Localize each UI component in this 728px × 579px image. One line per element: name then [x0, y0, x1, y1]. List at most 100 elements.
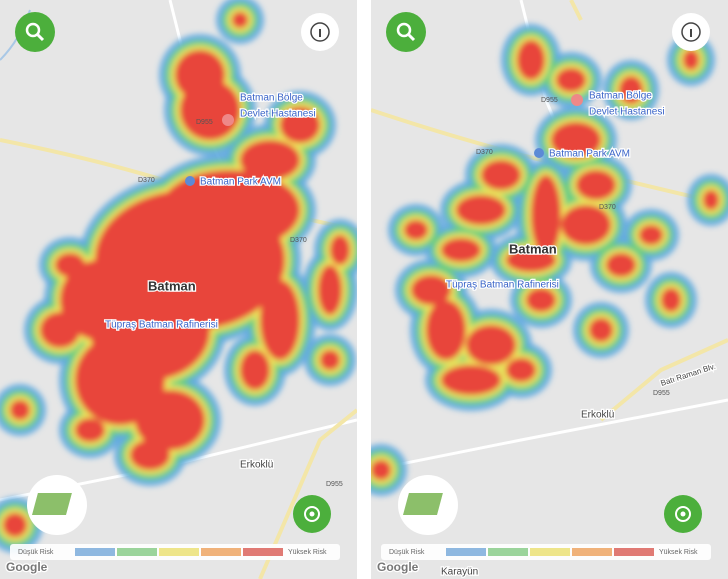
- map-label: Batman Park AVM: [200, 177, 281, 188]
- heat-blob: [75, 418, 105, 442]
- heat-blob: [260, 280, 300, 360]
- heat-blob: [232, 12, 248, 28]
- map-label: Karayün: [441, 567, 478, 578]
- map-label: Tüpraş Batman Rafinerisi: [105, 320, 218, 331]
- map-label: Devlet Hastanesi: [589, 107, 665, 118]
- heat-blob: [531, 175, 561, 255]
- heat-blob: [481, 160, 521, 190]
- search-icon: [406, 32, 416, 42]
- poi-icon: [185, 176, 195, 186]
- heat-blob: [506, 358, 536, 382]
- map-label: Erkoklü: [581, 410, 614, 421]
- heat-blob: [318, 265, 342, 315]
- labels: Batman Bölge Devlet Hastanesi D955 D370 …: [104, 91, 343, 488]
- heat-blob: [411, 275, 451, 305]
- heat-blob: [606, 253, 636, 277]
- heat-blob: [683, 50, 699, 70]
- search-icon: [25, 22, 41, 38]
- search-button[interactable]: [15, 12, 55, 52]
- heat-blob: [10, 400, 30, 420]
- heat-blob: [3, 513, 27, 537]
- heat-blob: [661, 288, 681, 312]
- hospital-icon: [571, 94, 583, 106]
- road-label: D955: [196, 119, 213, 126]
- heat-blob: [526, 288, 556, 312]
- heat-blob: [551, 122, 601, 158]
- heat-blob: [320, 350, 340, 370]
- layers-icon: [403, 493, 443, 515]
- map-label: Batman Bölge: [589, 91, 652, 102]
- road-label: D370: [476, 149, 493, 156]
- city-label: Batman: [509, 241, 557, 256]
- legend-swatch: [614, 548, 654, 556]
- legend-high: Yüksek Risk: [659, 549, 698, 556]
- locate-icon: [309, 511, 315, 517]
- heat-blob: [280, 107, 320, 143]
- heat-blob: [371, 460, 391, 480]
- map-panel: Batman Bölge Devlet Hastanesi D955 D370 …: [0, 0, 357, 579]
- road-label: D370: [138, 177, 155, 184]
- map-label: Batman Park AVM: [549, 149, 630, 160]
- attribution: Google: [6, 560, 48, 574]
- search-icon: [35, 32, 45, 42]
- locate-icon: [304, 506, 320, 522]
- heat-blob: [466, 325, 516, 365]
- map-label: Erkoklü: [240, 460, 273, 471]
- layers-icon: [32, 493, 72, 515]
- search-icon: [396, 22, 412, 38]
- heat-blob: [404, 220, 428, 240]
- legend-swatch: [572, 548, 612, 556]
- heat-blob: [240, 140, 300, 180]
- heat-blob: [426, 300, 466, 360]
- heat-blob: [441, 238, 481, 262]
- legend-swatch: [201, 548, 241, 556]
- heat-blob: [441, 365, 501, 395]
- heat-blob: [576, 170, 616, 200]
- legend-swatch: [159, 548, 199, 556]
- map-panel: Batman Bölge Devlet Hastanesi D955 D370 …: [371, 0, 728, 579]
- legend-swatch: [446, 548, 486, 556]
- attribution: Google: [377, 560, 419, 574]
- heat-blob: [456, 195, 506, 225]
- city-label: Batman: [148, 278, 196, 293]
- map-label: Batman Bölge: [240, 93, 303, 104]
- heat-blob: [160, 170, 300, 250]
- heat-blob: [639, 225, 663, 245]
- road-label: D370: [599, 204, 616, 211]
- legend-swatch: [243, 548, 283, 556]
- info-icon: [681, 22, 701, 42]
- map-label: Devlet Hastanesi: [240, 109, 316, 120]
- heat-blob: [175, 50, 225, 100]
- legend-swatch: [530, 548, 570, 556]
- road-label: D370: [290, 237, 307, 244]
- locate-icon: [680, 511, 686, 517]
- heat-blob: [130, 440, 170, 470]
- poi-icon: [534, 148, 544, 158]
- info-icon: [310, 22, 330, 42]
- heat-blob: [703, 190, 719, 210]
- heat-blob: [55, 253, 85, 277]
- map-label: Tüpraş Batman Rafinerisi: [446, 280, 559, 291]
- heat-blob: [517, 40, 545, 80]
- heat-blob: [60, 260, 140, 340]
- hospital-icon: [222, 114, 234, 126]
- locate-icon: [675, 506, 691, 522]
- heat-blob: [589, 318, 613, 342]
- road-label: D955: [326, 481, 343, 488]
- legend-high: Yüksek Risk: [288, 549, 327, 556]
- legend-swatch: [117, 548, 157, 556]
- heat-blob: [561, 205, 611, 245]
- legend-swatch: [488, 548, 528, 556]
- legend-low: Düşük Risk: [389, 549, 425, 556]
- labels: Batman Bölge Devlet Hastanesi D955 D370 …: [440, 89, 718, 579]
- legend-swatch: [75, 548, 115, 556]
- heat-blob: [330, 235, 350, 265]
- heat-blob: [40, 312, 80, 348]
- heat-blob: [240, 350, 270, 390]
- heat-blob: [619, 76, 643, 104]
- heat-blob: [556, 68, 586, 92]
- heat-blob: [135, 390, 205, 450]
- legend-low: Düşük Risk: [18, 549, 54, 556]
- search-button[interactable]: [386, 12, 426, 52]
